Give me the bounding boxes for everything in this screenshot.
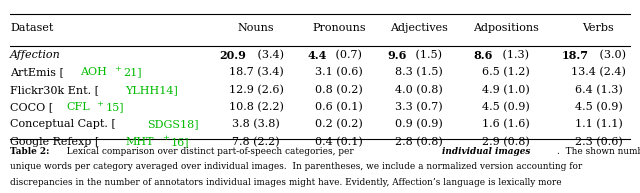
Text: Conceptual Capt. [: Conceptual Capt. [ [10, 119, 116, 130]
Text: Adjectives: Adjectives [390, 23, 448, 33]
Text: 21]: 21] [124, 67, 142, 77]
Text: SDGS18]: SDGS18] [147, 119, 198, 130]
Text: Dataset: Dataset [10, 23, 54, 33]
Text: MHT: MHT [125, 137, 154, 147]
Text: Pronouns: Pronouns [312, 23, 366, 33]
Text: 4.0 (0.8): 4.0 (0.8) [396, 85, 443, 95]
Text: 9.6: 9.6 [387, 50, 407, 60]
Text: 0.4 (0.1): 0.4 (0.1) [316, 137, 363, 147]
Text: 3.8 (3.8): 3.8 (3.8) [232, 119, 280, 130]
Text: 7.8 (2.2): 7.8 (2.2) [232, 137, 280, 147]
Text: 4.5 (0.9): 4.5 (0.9) [575, 102, 622, 112]
Text: 8.6: 8.6 [474, 50, 493, 60]
Text: Adpositions: Adpositions [473, 23, 538, 33]
Text: 16]: 16] [171, 137, 189, 147]
Text: 12.9 (2.6): 12.9 (2.6) [228, 85, 284, 95]
Text: 8.3 (1.5): 8.3 (1.5) [396, 67, 443, 78]
Text: 2.8 (0.8): 2.8 (0.8) [396, 137, 443, 147]
Text: 2.9 (0.8): 2.9 (0.8) [482, 137, 529, 147]
Text: 3.1 (0.6): 3.1 (0.6) [316, 67, 363, 78]
Text: YLHH14]: YLHH14] [125, 85, 178, 95]
Text: Table 2:: Table 2: [10, 147, 50, 156]
Text: +: + [97, 100, 103, 108]
Text: AOH: AOH [80, 67, 107, 77]
Text: Google Refexp [: Google Refexp [ [10, 137, 99, 147]
Text: (3.0): (3.0) [596, 50, 627, 60]
Text: 0.9 (0.9): 0.9 (0.9) [396, 119, 443, 130]
Text: 20.9: 20.9 [220, 50, 246, 60]
Text: 4.5 (0.9): 4.5 (0.9) [482, 102, 529, 112]
Text: 6.5 (1.2): 6.5 (1.2) [482, 67, 529, 78]
Text: 4.4: 4.4 [307, 50, 327, 60]
Text: 1.6 (1.6): 1.6 (1.6) [482, 119, 529, 130]
Text: 6.4 (1.3): 6.4 (1.3) [575, 85, 622, 95]
Text: 10.8 (2.2): 10.8 (2.2) [228, 102, 284, 112]
Text: discrepancies in the number of annotators individual images might have. Evidentl: discrepancies in the number of annotator… [10, 178, 564, 187]
Text: Lexical comparison over distinct part-of-speech categories, per: Lexical comparison over distinct part-of… [61, 147, 356, 156]
Text: Affection: Affection [10, 50, 61, 60]
Text: Flickr30k Ent. [: Flickr30k Ent. [ [10, 85, 99, 95]
Text: 2.3 (0.6): 2.3 (0.6) [575, 137, 622, 147]
Text: 18.7 (3.4): 18.7 (3.4) [228, 67, 284, 78]
Text: .  The shown numbers indicate: . The shown numbers indicate [557, 147, 640, 156]
Text: 1.1 (1.1): 1.1 (1.1) [575, 119, 622, 130]
Text: 0.6 (0.1): 0.6 (0.1) [316, 102, 363, 112]
Text: 18.7: 18.7 [562, 50, 589, 60]
Text: 3.3 (0.7): 3.3 (0.7) [396, 102, 443, 112]
Text: 4.9 (1.0): 4.9 (1.0) [482, 85, 529, 95]
Text: 0.8 (0.2): 0.8 (0.2) [316, 85, 363, 95]
Text: 13.4 (2.4): 13.4 (2.4) [571, 67, 626, 78]
Text: unique words per category averaged over individual images.  In parentheses, we i: unique words per category averaged over … [10, 163, 582, 171]
Text: COCO [: COCO [ [10, 102, 53, 112]
Text: (3.4): (3.4) [254, 50, 284, 60]
Text: (0.7): (0.7) [332, 50, 362, 60]
Text: +: + [115, 65, 122, 73]
Text: (1.3): (1.3) [499, 50, 529, 60]
Text: CFL: CFL [66, 102, 90, 112]
Text: Nouns: Nouns [237, 23, 275, 33]
Text: individual images: individual images [442, 147, 531, 156]
Text: (1.5): (1.5) [412, 50, 442, 60]
Text: +: + [162, 134, 169, 142]
Text: 0.2 (0.2): 0.2 (0.2) [316, 119, 363, 130]
Text: ArtEmis [: ArtEmis [ [10, 67, 64, 77]
Text: 15]: 15] [105, 102, 124, 112]
Text: Verbs: Verbs [582, 23, 614, 33]
